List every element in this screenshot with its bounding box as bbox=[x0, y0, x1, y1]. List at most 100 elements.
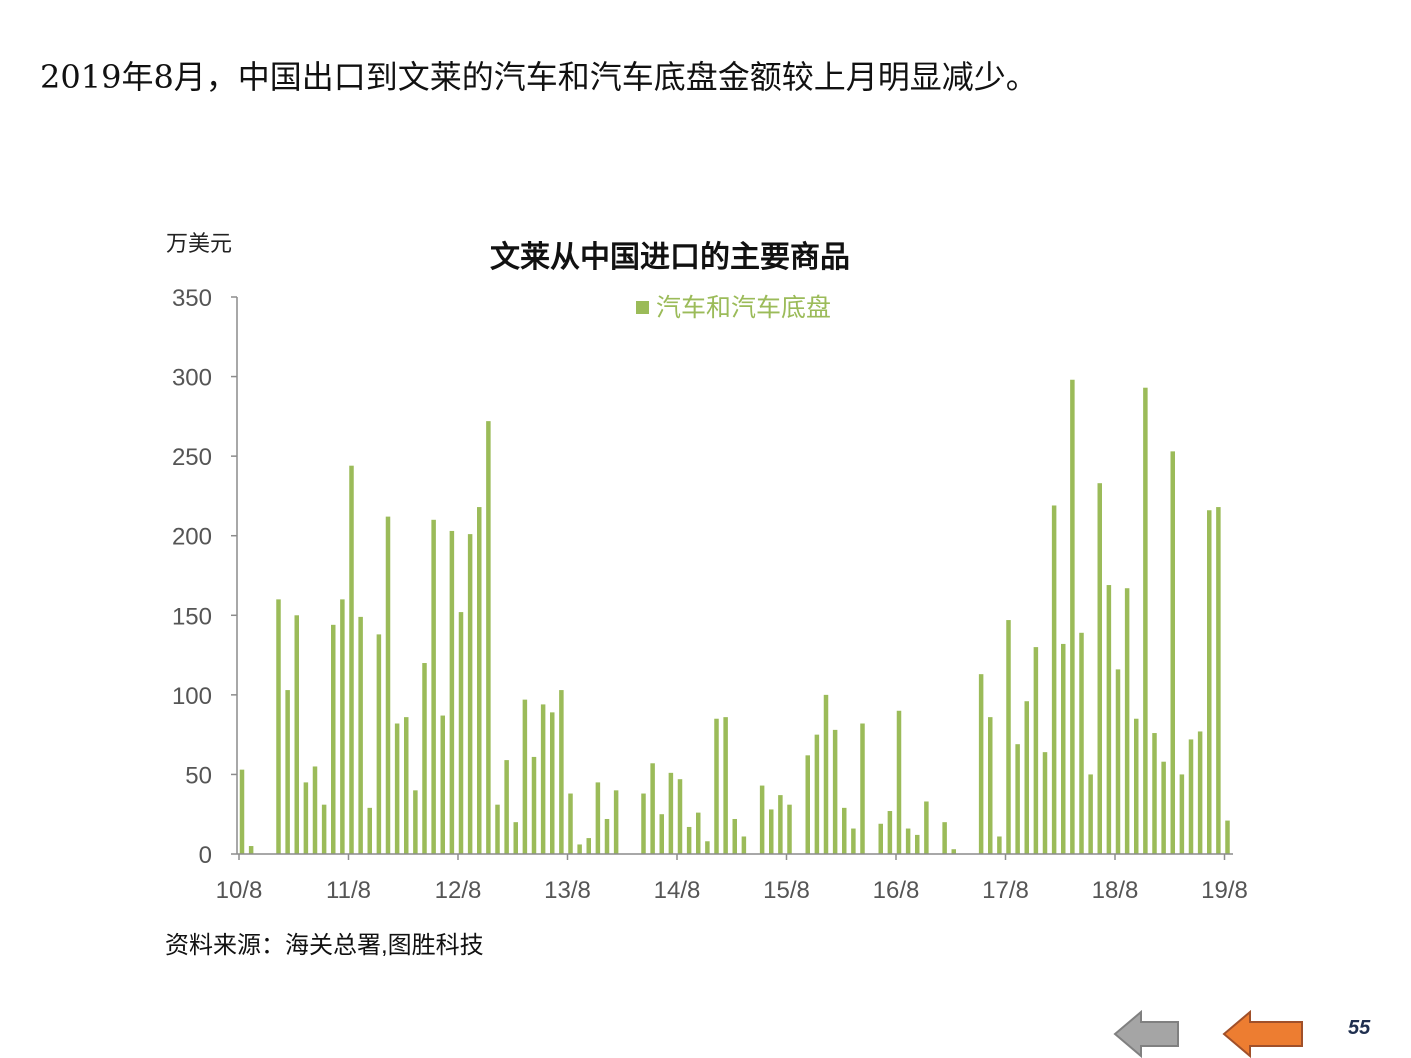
bar bbox=[1134, 718, 1139, 854]
bar bbox=[668, 772, 674, 854]
x-tick-label: 13/8 bbox=[544, 877, 591, 904]
bar bbox=[714, 718, 719, 854]
axes: 0 50 100 150 200 250 300 350 10/8 11/8 12/8 13/8 14/… bbox=[172, 285, 1248, 904]
bar bbox=[568, 793, 573, 854]
bar bbox=[413, 790, 418, 854]
bar bbox=[659, 814, 664, 854]
bar bbox=[385, 516, 391, 854]
x-tick-label: 12/8 bbox=[435, 877, 482, 904]
bar bbox=[1170, 451, 1175, 854]
bar bbox=[1124, 588, 1130, 854]
bar bbox=[604, 818, 610, 854]
x-tick-label: 15/8 bbox=[763, 877, 810, 904]
bar bbox=[577, 844, 582, 854]
bar bbox=[1051, 505, 1057, 854]
chart-title: 文莱从中国进口的主要商品 bbox=[490, 241, 850, 274]
bar bbox=[732, 818, 737, 854]
bar bbox=[358, 616, 363, 854]
legend: 汽车和汽车底盘 bbox=[636, 294, 831, 322]
bar bbox=[1097, 483, 1102, 854]
x-tick-label: 18/8 bbox=[1092, 877, 1139, 904]
bar bbox=[677, 779, 683, 854]
bar bbox=[340, 599, 345, 854]
y-axis-unit-label: 万美元 bbox=[166, 231, 233, 256]
bar bbox=[1161, 761, 1166, 854]
bar bbox=[759, 785, 765, 854]
bar bbox=[924, 801, 929, 854]
bar bbox=[860, 723, 865, 854]
bar bbox=[513, 822, 518, 854]
x-tick-label: 10/8 bbox=[216, 877, 263, 904]
next-arrow-shape bbox=[1222, 1010, 1303, 1058]
bar bbox=[1024, 701, 1029, 854]
bar bbox=[431, 519, 436, 854]
bar bbox=[440, 715, 445, 854]
x-tick-label: 17/8 bbox=[982, 877, 1029, 904]
bar bbox=[1033, 647, 1039, 854]
bar bbox=[285, 690, 290, 854]
x-tick-label: 19/8 bbox=[1201, 877, 1248, 904]
bar bbox=[887, 811, 893, 854]
bar bbox=[586, 838, 591, 854]
bar bbox=[1070, 379, 1075, 854]
bar bbox=[905, 828, 911, 854]
bar bbox=[1106, 585, 1112, 854]
bar bbox=[942, 822, 947, 854]
bar bbox=[458, 612, 464, 854]
bars-group bbox=[239, 379, 1230, 854]
bar bbox=[778, 795, 783, 854]
legend-swatch bbox=[636, 301, 649, 314]
bar bbox=[787, 804, 792, 854]
y-tick-label: 200 bbox=[172, 524, 212, 551]
bar bbox=[997, 836, 1002, 854]
bar bbox=[367, 807, 372, 854]
bar bbox=[851, 828, 856, 854]
bar bbox=[613, 790, 619, 854]
y-tick-label: 300 bbox=[172, 365, 212, 392]
y-tick-label: 350 bbox=[172, 285, 212, 312]
bar bbox=[449, 530, 455, 854]
bar bbox=[349, 465, 354, 854]
page-number: 55 bbox=[1348, 1017, 1371, 1039]
x-tick-label: 16/8 bbox=[873, 877, 920, 904]
bar bbox=[1143, 387, 1148, 854]
bar bbox=[705, 841, 710, 854]
source-note: 资料来源：海关总署,图胜科技 bbox=[165, 932, 484, 959]
bar bbox=[486, 421, 491, 854]
bar bbox=[896, 710, 902, 854]
bar bbox=[559, 690, 564, 854]
headline: 2019年8月，中国出口到文莱的汽车和汽车底盘金额较上月明显减少。 bbox=[40, 58, 1038, 96]
bar bbox=[321, 804, 327, 854]
bar bbox=[650, 763, 655, 854]
bar bbox=[495, 804, 500, 854]
bar bbox=[1115, 669, 1121, 854]
bar bbox=[814, 734, 820, 854]
bar bbox=[1179, 774, 1185, 854]
bar bbox=[550, 712, 555, 854]
bar bbox=[1216, 507, 1221, 854]
y-tick-label: 0 bbox=[199, 842, 212, 869]
y-tick-label: 100 bbox=[172, 683, 212, 710]
bar bbox=[312, 766, 318, 854]
bar bbox=[1225, 820, 1230, 854]
bar bbox=[1088, 774, 1093, 854]
bar bbox=[988, 717, 993, 854]
bar bbox=[276, 599, 281, 854]
bar bbox=[394, 723, 400, 854]
legend-label: 汽车和汽车底盘 bbox=[656, 294, 831, 322]
bar bbox=[1042, 752, 1048, 854]
bar bbox=[1079, 632, 1084, 854]
bar bbox=[331, 624, 336, 854]
next-page-arrow-icon[interactable] bbox=[1222, 1010, 1306, 1058]
bar bbox=[248, 846, 254, 854]
previous-page-arrow-icon[interactable] bbox=[1113, 1010, 1183, 1058]
bar bbox=[477, 507, 482, 854]
bar bbox=[1197, 731, 1203, 854]
y-tick-label: 50 bbox=[185, 762, 212, 789]
bar bbox=[769, 809, 774, 854]
bar bbox=[404, 717, 409, 854]
bar bbox=[531, 756, 537, 854]
previous-arrow-shape bbox=[1113, 1010, 1179, 1058]
bar bbox=[1152, 733, 1157, 854]
bar bbox=[842, 807, 847, 854]
